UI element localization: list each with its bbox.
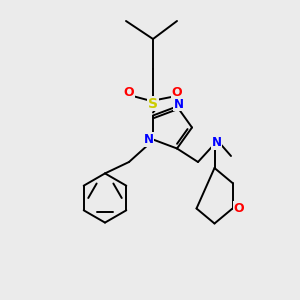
Text: O: O <box>234 202 244 215</box>
Text: N: N <box>143 133 154 146</box>
Text: O: O <box>172 86 182 100</box>
Text: N: N <box>173 98 184 111</box>
Text: S: S <box>148 97 158 110</box>
Text: N: N <box>212 136 222 149</box>
Text: O: O <box>124 86 134 100</box>
